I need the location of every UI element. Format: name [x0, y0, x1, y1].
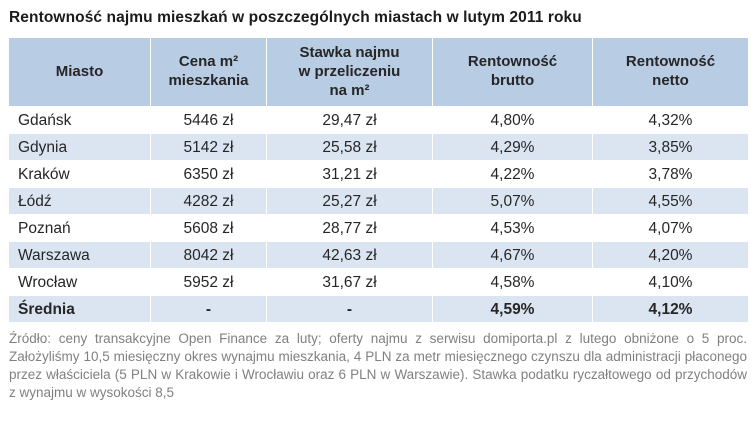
table-row: Średnia - -4,59% 4,12% — [8, 295, 749, 324]
value-cell: 25,27 zł — [266, 187, 433, 216]
value-cell: 4,53% — [432, 214, 593, 243]
value-cell: 4,55% — [592, 187, 749, 216]
page-title: Rentowność najmu mieszkań w poszczególny… — [9, 9, 582, 26]
value-cell: 25,58 zł — [266, 133, 433, 162]
table-header: Miasto Cena m² mieszkania Stawka najmu w p… — [8, 36, 749, 108]
value-cell: 6350 zł — [150, 160, 267, 189]
table-row: Poznań 5608 zł 28,77 zł 4,53% 4,07% — [8, 214, 749, 243]
header-cell: Miasto — [8, 36, 151, 108]
table-row: Kraków 6350 zł 31,21 zł 4,22% 3,78% — [8, 160, 749, 189]
value-cell: 4,29% — [432, 133, 593, 162]
table-row: Wrocław 5952 zł 31,67 zł 4,58% 4,10% — [8, 268, 749, 297]
header-row: Miasto Cena m² mieszkania Stawka najmu w p… — [8, 36, 749, 108]
city-cell: Kraków — [8, 160, 151, 189]
value-cell: 5446 zł — [150, 106, 267, 135]
value-cell: 4,58% — [432, 268, 593, 297]
city-cell: Gdynia — [8, 133, 151, 162]
value-cell: 4,20% — [592, 241, 749, 270]
value-cell: 4,12% — [592, 295, 749, 324]
value-cell: 3,78% — [592, 160, 749, 189]
table-row: Warszawa 8042 zł 42,63 zł 4,67% 4,20% — [8, 241, 749, 270]
figure-container: Rentowność najmu mieszkań w poszczególny… — [8, 9, 749, 401]
value-cell: 31,21 zł — [266, 160, 433, 189]
city-cell: Gdańsk — [8, 106, 151, 135]
city-cell: Łódź — [8, 187, 151, 216]
value-cell: 5,07% — [432, 187, 593, 216]
value-cell: 42,63 zł — [266, 241, 433, 270]
value-cell: 4,07% — [592, 214, 749, 243]
value-cell: 5142 zł — [150, 133, 267, 162]
value-cell: 29,47 zł — [266, 106, 433, 135]
value-cell: - — [266, 295, 433, 324]
profitability-table: Miasto Cena m² mieszkania Stawka najmu w p… — [8, 36, 749, 324]
value-cell: - — [150, 295, 267, 324]
header-cell: Rentowność brutto — [432, 36, 593, 108]
value-cell: 4282 zł — [150, 187, 267, 216]
table-body: Gdańsk 5446 zł 29,47 zł 4,80% 4,32% Gdynia 514… — [8, 106, 749, 324]
value-cell: 8042 zł — [150, 241, 267, 270]
header-cell: Cena m² mieszkania — [150, 36, 267, 108]
value-cell: 4,22% — [432, 160, 593, 189]
value-cell: 4,80% — [432, 106, 593, 135]
value-cell: 28,77 zł — [266, 214, 433, 243]
value-cell: 31,67 zł — [266, 268, 433, 297]
table-row: Gdańsk 5446 zł 29,47 zł 4,80% 4,32% — [8, 106, 749, 135]
value-cell: 5608 zł — [150, 214, 267, 243]
source-footnote: Źródło: ceny transakcyjne Open Finance z… — [9, 331, 747, 401]
value-cell: 4,67% — [432, 241, 593, 270]
city-cell: Wrocław — [8, 268, 151, 297]
header-cell: Stawka najmu w przeliczeniu na m² — [266, 36, 433, 108]
value-cell: 4,59% — [432, 295, 593, 324]
city-cell: Średnia — [8, 295, 151, 324]
header-cell: Rentowność netto — [592, 36, 749, 108]
city-cell: Poznań — [8, 214, 151, 243]
table-row: Łódź 4282 zł 25,27 zł 5,07% 4,55% — [8, 187, 749, 216]
value-cell: 3,85% — [592, 133, 749, 162]
value-cell: 4,10% — [592, 268, 749, 297]
value-cell: 5952 zł — [150, 268, 267, 297]
city-cell: Warszawa — [8, 241, 151, 270]
table-row: Gdynia 5142 zł 25,58 zł 4,29% 3,85% — [8, 133, 749, 162]
value-cell: 4,32% — [592, 106, 749, 135]
